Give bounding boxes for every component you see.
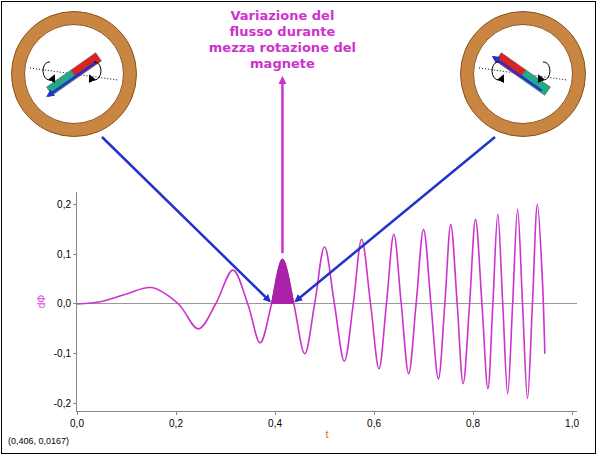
svg-text:dΦ: dΦ bbox=[36, 295, 47, 309]
svg-text:1,0: 1,0 bbox=[565, 418, 579, 429]
html-text:Variazione del flusso durante: Variazione del flusso durante mezza rota… bbox=[208, 8, 357, 71]
svg-text:0,2: 0,2 bbox=[169, 418, 183, 429]
svg-text:-0,2: -0,2 bbox=[54, 398, 72, 409]
svg-text:0,2: 0,2 bbox=[57, 199, 71, 210]
svg-text:t: t bbox=[325, 428, 328, 440]
svg-text:0,4: 0,4 bbox=[268, 418, 282, 429]
svg-text:0,0: 0,0 bbox=[70, 418, 84, 429]
svg-text:0,6: 0,6 bbox=[367, 418, 381, 429]
svg-text:0,0: 0,0 bbox=[57, 298, 71, 309]
svg-text:-0,1: -0,1 bbox=[54, 348, 72, 359]
html-text:(0,406, 0,0167): (0,406, 0,0167) bbox=[8, 436, 69, 446]
svg-text:0,8: 0,8 bbox=[466, 418, 480, 429]
svg-text:0,1: 0,1 bbox=[57, 249, 71, 260]
